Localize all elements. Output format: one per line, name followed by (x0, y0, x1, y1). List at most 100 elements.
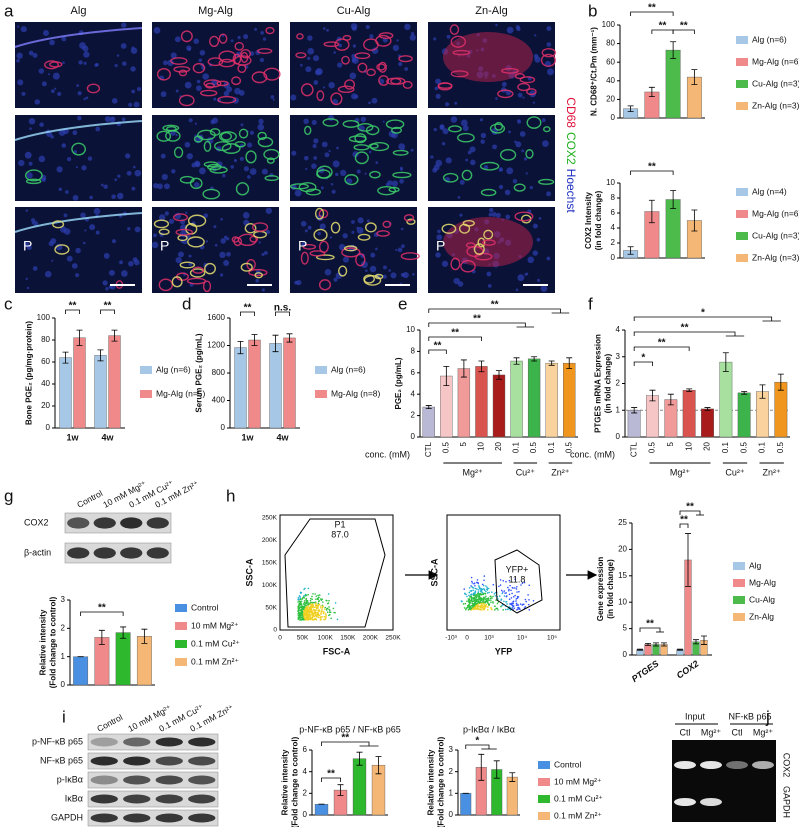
error-bar (566, 357, 573, 369)
error-bar (645, 642, 651, 646)
flow-event (495, 599, 497, 601)
nucleus (105, 287, 109, 291)
nucleus (254, 27, 258, 31)
nucleus (312, 55, 320, 62)
nucleus (383, 265, 387, 270)
tick-label: 10⁴ (517, 635, 527, 642)
cell (526, 88, 537, 96)
flow-event (477, 591, 480, 593)
blot-band (188, 794, 216, 804)
y-tick-label: 20 (41, 401, 50, 410)
cell (392, 149, 409, 156)
nucleus (77, 115, 82, 121)
nucleus (333, 51, 336, 54)
y-tick-label: 10 (618, 597, 627, 606)
nucleus (338, 43, 343, 48)
error-bar (693, 639, 699, 645)
flow-event (476, 602, 478, 605)
cell (298, 182, 317, 193)
nucleus (332, 160, 340, 168)
legend-label: 10 mM Mg²⁺ (554, 776, 602, 786)
legend-label: Cu-Alg (749, 594, 775, 604)
flow-event (512, 600, 515, 603)
legend-swatch (538, 778, 550, 786)
nucleus (168, 218, 175, 224)
flow-event (307, 605, 309, 607)
flow-event (483, 592, 486, 595)
nucleus (103, 184, 108, 189)
flow-event (478, 601, 480, 604)
nucleus (23, 241, 30, 248)
nucleus (335, 172, 339, 177)
tick-label: 200K (363, 635, 379, 642)
flow-event (301, 611, 304, 613)
flow-event (490, 606, 492, 609)
y-tick-label: 8 (411, 347, 416, 356)
nucleus (445, 157, 452, 164)
y-axis-label: Relative intensity (427, 749, 436, 815)
flow-event (511, 607, 514, 609)
cell (251, 222, 269, 232)
flow-event (326, 607, 329, 610)
cell (172, 213, 189, 222)
flow-event (315, 598, 317, 600)
legend-label: Zn-Alg (n=3) (752, 100, 799, 110)
nucleus (321, 141, 328, 148)
significance-bracket (672, 29, 695, 34)
flow-event (493, 593, 496, 595)
flow-event (481, 600, 484, 602)
cell (342, 34, 352, 41)
blot-band (90, 737, 118, 747)
y-axis-label: (in fold change) (594, 190, 603, 250)
flow-event (503, 595, 506, 597)
flow-event (494, 591, 497, 594)
nucleus (346, 178, 353, 185)
significance-label: ** (244, 303, 252, 314)
cell (209, 128, 221, 136)
flow-event (499, 579, 502, 581)
flow-event (508, 598, 511, 600)
legend-label: Mg-Alg (n=5) (156, 388, 206, 398)
flow-event (517, 606, 519, 609)
cell (248, 268, 268, 277)
nucleus (56, 166, 63, 173)
nucleus (351, 57, 357, 63)
surface (14, 212, 143, 233)
nucleus (307, 56, 311, 60)
panel-label: h (226, 486, 235, 505)
nucleus (39, 122, 44, 127)
blot-band (123, 794, 151, 804)
flow-event (497, 598, 499, 600)
error-bar (627, 105, 634, 112)
blot-strip (87, 733, 219, 751)
cell (386, 77, 402, 85)
error-bar (704, 407, 711, 411)
nucleus (316, 214, 324, 222)
cell (344, 245, 358, 252)
cell (202, 280, 212, 293)
flow-event (319, 607, 322, 609)
error-bar (670, 41, 677, 59)
legend-swatch (140, 390, 152, 398)
flow-event (481, 606, 483, 608)
flow-event (520, 584, 522, 586)
nucleus (351, 220, 355, 224)
flow-event (471, 586, 474, 589)
nucleus (258, 241, 261, 244)
nucleus (534, 34, 537, 37)
cell (442, 172, 459, 183)
nucleus (387, 180, 393, 186)
flow-event (300, 600, 303, 603)
error-bar (513, 357, 520, 365)
flow-event (303, 611, 306, 613)
significance-label: * (641, 353, 645, 364)
blot-band (120, 547, 143, 559)
y-tick-label: 2 (61, 623, 66, 632)
flow-event (312, 593, 314, 595)
flow-event (320, 618, 323, 621)
flow-event (508, 593, 511, 596)
nucleus (75, 273, 80, 278)
nucleus (322, 27, 326, 30)
cell (517, 82, 531, 92)
legend-label: 0.1 mM Zn²⁺ (554, 810, 602, 820)
